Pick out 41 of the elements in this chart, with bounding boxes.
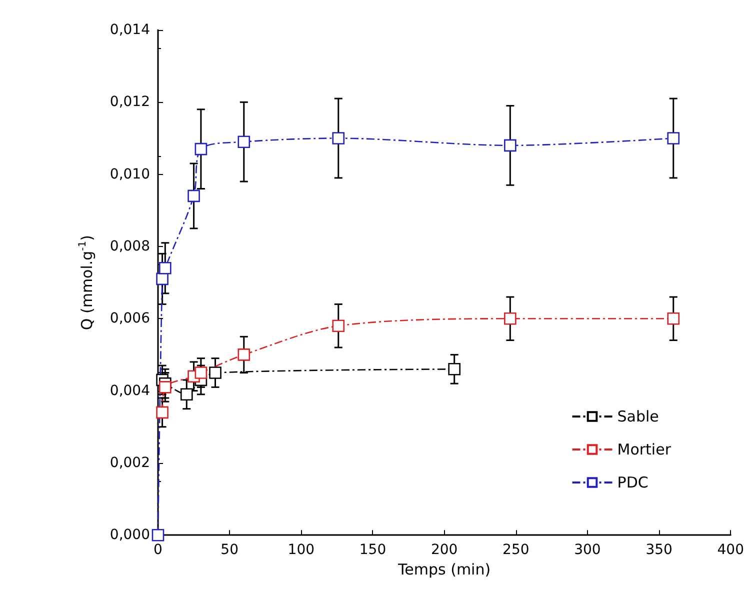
- point: [332, 132, 345, 144]
- x-tick-label: 150: [359, 542, 386, 558]
- point: [238, 348, 250, 361]
- y-axis-title: Q (mmol.g-1): [78, 234, 96, 330]
- point: [194, 366, 208, 379]
- point: [667, 132, 680, 144]
- y-tick-label: 0,008: [110, 238, 150, 254]
- point: [152, 528, 164, 542]
- point: [159, 381, 172, 394]
- y-tick-label: 0,000: [110, 527, 150, 544]
- point: [180, 388, 193, 401]
- legend-label: Mortier: [617, 440, 672, 458]
- point: [156, 406, 168, 419]
- x-tick-label: 350: [646, 542, 672, 558]
- x-axis-title: Temps (min): [397, 560, 491, 578]
- y-tick-label: 0,002: [110, 454, 150, 471]
- y-tick-label: 0,012: [110, 94, 150, 110]
- x-tick-label: 50: [220, 542, 238, 558]
- x-tick-label: 300: [574, 542, 601, 558]
- legend-label: PDC: [617, 474, 648, 492]
- x-tick-label: 400: [717, 542, 744, 558]
- point: [209, 366, 222, 379]
- point: [667, 312, 680, 325]
- y-tick-label: 0,004: [110, 382, 150, 399]
- x-tick-label: 100: [288, 542, 315, 558]
- legend-label: Sable: [617, 408, 659, 426]
- point: [238, 136, 250, 148]
- y-tick-label: 0,014: [110, 22, 150, 38]
- point: [332, 320, 345, 332]
- point: [156, 272, 168, 286]
- x-tick-label: 0: [154, 542, 162, 558]
- x-tick-label: 200: [430, 542, 458, 558]
- point: [504, 312, 516, 325]
- x-tick-label: 250: [502, 542, 530, 558]
- point: [448, 362, 460, 376]
- point: [159, 262, 172, 274]
- y-tick-label: 0,010: [110, 166, 150, 182]
- point: [504, 139, 516, 152]
- y-tick-label: 0,006: [110, 310, 150, 327]
- point: [194, 142, 208, 156]
- point: [188, 190, 200, 202]
